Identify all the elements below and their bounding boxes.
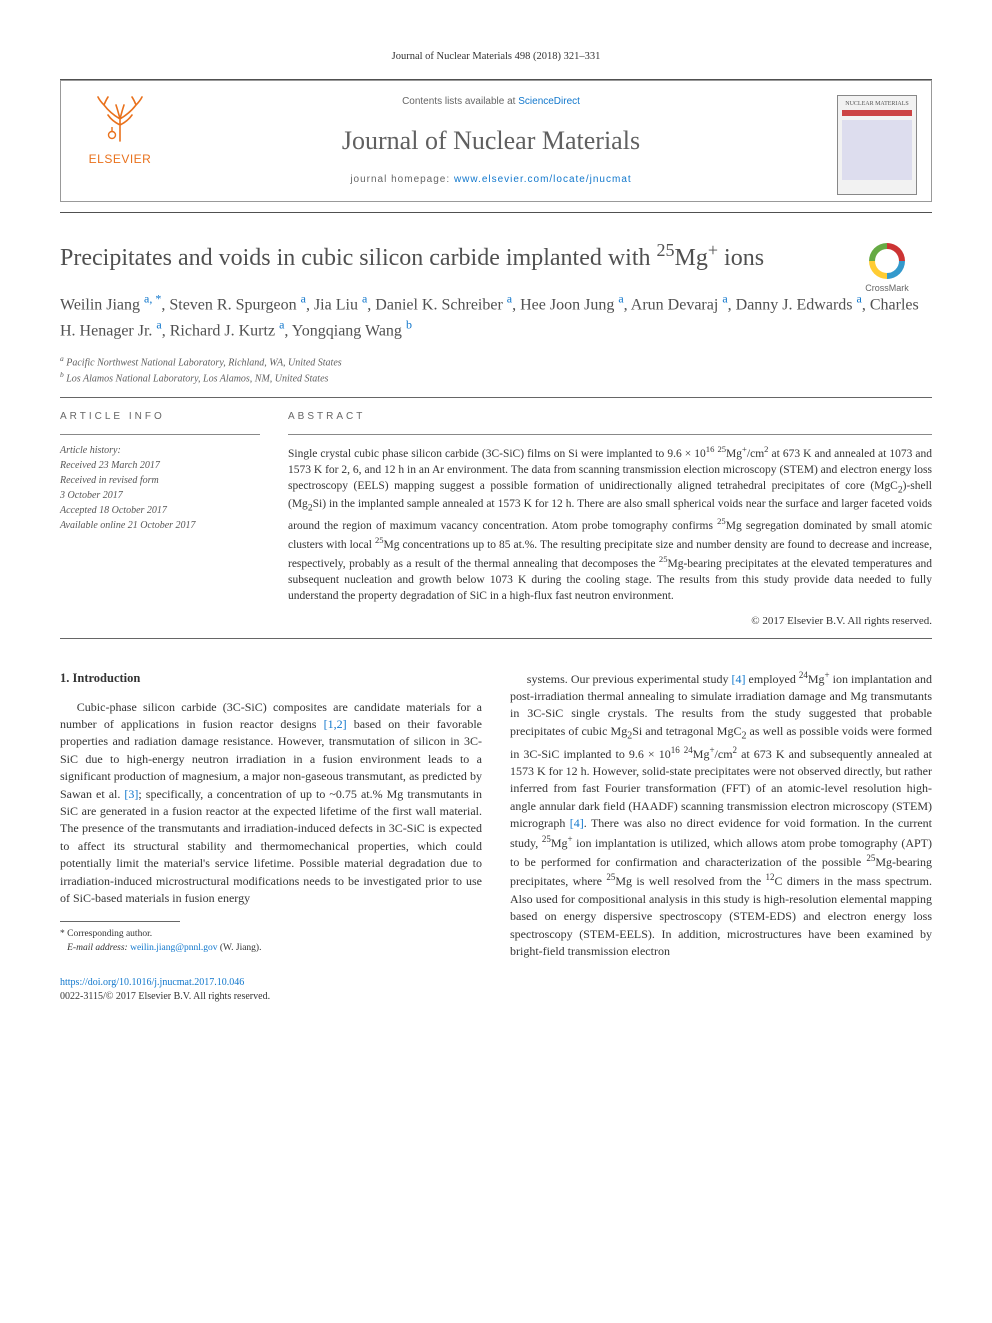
corresponding-email-link[interactable]: weilin.jiang@pnnl.gov xyxy=(130,943,217,953)
author-list: Weilin Jiang a, *, Steven R. Spurgeon a,… xyxy=(60,291,932,342)
page: Journal of Nuclear Materials 498 (2018) … xyxy=(0,0,992,1034)
crossmark-label: CrossMark xyxy=(865,283,909,293)
history-line: 3 October 2017 xyxy=(60,488,260,503)
body-column-left: 1. Introduction Cubic-phase silicon carb… xyxy=(60,669,482,961)
crossmark-icon xyxy=(869,243,905,279)
cover-decoration xyxy=(842,120,912,180)
body-paragraph: Cubic-phase silicon carbide (3C-SiC) com… xyxy=(60,699,482,908)
crossmark-badge[interactable]: CrossMark xyxy=(842,243,932,295)
affiliations: a Pacific Northwest National Laboratory,… xyxy=(60,354,932,387)
publisher-logo: ELSEVIER xyxy=(75,95,165,168)
info-divider xyxy=(60,434,260,435)
title-row: Precipitates and voids in cubic silicon … xyxy=(60,239,932,273)
journal-homepage-line: journal homepage: www.elsevier.com/locat… xyxy=(181,173,801,187)
history-line: Received in revised form xyxy=(60,473,260,488)
doi-link[interactable]: https://doi.org/10.1016/j.jnucmat.2017.1… xyxy=(60,977,244,988)
journal-header-box: ELSEVIER NUCLEAR MATERIALS Contents list… xyxy=(60,80,932,202)
header-bottom-rule xyxy=(60,212,932,213)
body-column-right: systems. Our previous experimental study… xyxy=(510,669,932,961)
abstract-text: Single crystal cubic phase silicon carbi… xyxy=(288,443,932,604)
cover-title-text: NUCLEAR MATERIALS xyxy=(838,100,916,108)
email-suffix: (W. Jiang). xyxy=(218,943,262,953)
running-header: Journal of Nuclear Materials 498 (2018) … xyxy=(60,50,932,65)
history-label: Article history: xyxy=(60,443,260,458)
corresponding-author-note: * Corresponding author. xyxy=(60,928,482,941)
sciencedirect-link[interactable]: ScienceDirect xyxy=(518,96,580,107)
history-line: Available online 21 October 2017 xyxy=(60,518,260,533)
abstract-divider xyxy=(288,434,932,435)
body-paragraph: systems. Our previous experimental study… xyxy=(510,669,932,961)
footnote-rule xyxy=(60,921,180,922)
body-columns: 1. Introduction Cubic-phase silicon carb… xyxy=(60,669,932,961)
elsevier-tree-icon xyxy=(75,95,165,151)
cover-decoration xyxy=(842,110,912,116)
journal-homepage-link[interactable]: www.elsevier.com/locate/jnucmat xyxy=(454,174,632,185)
footnote-block: * Corresponding author. E-mail address: … xyxy=(60,928,482,955)
article-history: Article history: Received 23 March 2017 … xyxy=(60,443,260,533)
history-line: Accepted 18 October 2017 xyxy=(60,503,260,518)
article-info-heading: ARTICLE INFO xyxy=(60,410,260,424)
email-line: E-mail address: weilin.jiang@pnnl.gov (W… xyxy=(60,942,482,955)
homepage-prefix: journal homepage: xyxy=(350,174,454,185)
section-divider xyxy=(60,638,932,639)
history-line: Received 23 March 2017 xyxy=(60,458,260,473)
affiliation-b: b Los Alamos National Laboratory, Los Al… xyxy=(60,370,932,386)
abstract-column: ABSTRACT Single crystal cubic phase sili… xyxy=(288,410,932,630)
contents-prefix: Contents lists available at xyxy=(402,96,518,107)
affiliation-a: a Pacific Northwest National Laboratory,… xyxy=(60,354,932,370)
doi-line: https://doi.org/10.1016/j.jnucmat.2017.1… xyxy=(60,976,932,990)
section-divider xyxy=(60,397,932,398)
article-info-column: ARTICLE INFO Article history: Received 2… xyxy=(60,410,260,630)
contents-available-line: Contents lists available at ScienceDirec… xyxy=(181,95,801,109)
abstract-heading: ABSTRACT xyxy=(288,410,932,424)
article-title: Precipitates and voids in cubic silicon … xyxy=(60,239,822,273)
email-label: E-mail address: xyxy=(67,943,130,953)
publisher-name: ELSEVIER xyxy=(75,151,165,168)
issn-copyright-line: 0022-3115/© 2017 Elsevier B.V. All right… xyxy=(60,990,932,1004)
section-heading-introduction: 1. Introduction xyxy=(60,669,482,687)
abstract-copyright: © 2017 Elsevier B.V. All rights reserved… xyxy=(288,614,932,629)
info-abstract-row: ARTICLE INFO Article history: Received 2… xyxy=(60,410,932,630)
journal-title: Journal of Nuclear Materials xyxy=(181,123,801,159)
journal-cover-thumbnail: NUCLEAR MATERIALS xyxy=(837,95,917,195)
